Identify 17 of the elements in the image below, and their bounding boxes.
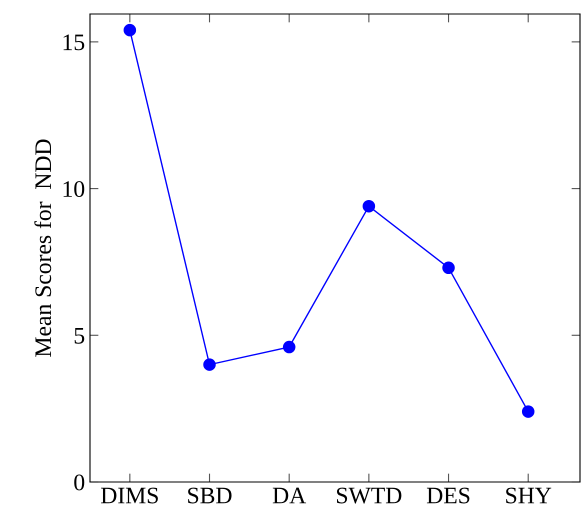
x-tick-label: DIMS	[100, 488, 158, 504]
point	[282, 340, 296, 354]
point	[442, 262, 455, 274]
x-tick-label: SHY	[506, 488, 552, 504]
point	[124, 24, 136, 36]
y-tick-label: 0	[74, 474, 84, 490]
point	[203, 358, 216, 371]
y-tick-label: 10	[64, 181, 84, 198]
y-axis-title: Mean Scores for NDD	[34, 139, 52, 357]
point	[522, 405, 534, 418]
x-tick-label: SBD	[188, 488, 232, 504]
x-tick-label: DES	[426, 488, 470, 504]
y-tick-label: 5	[74, 328, 84, 344]
x-tick-label: DA	[272, 488, 306, 504]
y-tick-label: 15	[64, 34, 84, 50]
x-tick-label: SWTD	[336, 488, 402, 504]
point	[362, 200, 376, 212]
